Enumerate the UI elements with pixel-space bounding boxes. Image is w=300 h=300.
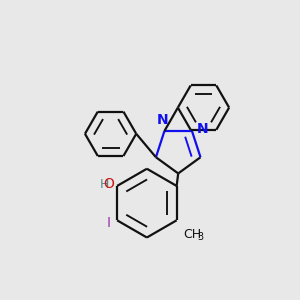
Text: N: N: [157, 113, 169, 127]
Text: 3: 3: [197, 232, 203, 242]
Text: O: O: [103, 177, 114, 191]
Text: I: I: [107, 216, 111, 230]
Text: H: H: [100, 178, 109, 191]
Text: N: N: [197, 122, 208, 136]
Text: CH: CH: [183, 228, 201, 241]
